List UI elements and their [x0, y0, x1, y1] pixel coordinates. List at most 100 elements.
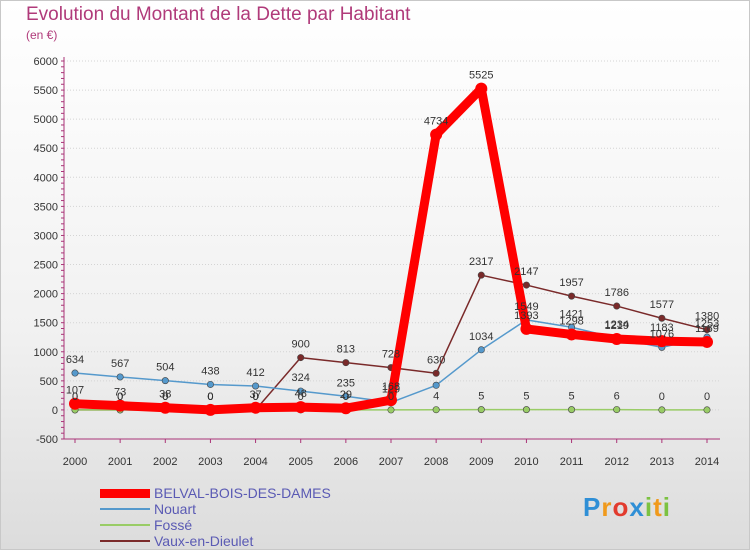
- legend-item-fosse: Fossé: [100, 517, 331, 533]
- data-label: 0: [388, 391, 394, 403]
- data-point: [477, 406, 485, 414]
- data-point: [71, 369, 79, 377]
- chart-title: Evolution du Montant de la Dette par Hab…: [26, 4, 411, 25]
- data-label: 1957: [559, 277, 583, 289]
- data-point: [613, 302, 621, 310]
- data-point: [520, 322, 533, 335]
- y-tick-label: 1000: [34, 347, 58, 359]
- data-label: 4: [433, 391, 439, 403]
- data-label: 5: [523, 391, 529, 403]
- data-label: 1393: [514, 310, 538, 322]
- data-label: 438: [201, 365, 219, 377]
- data-point: [701, 335, 713, 348]
- data-point: [159, 401, 172, 414]
- data-label: 1577: [650, 299, 674, 311]
- data-label: 0: [253, 391, 259, 403]
- x-tick-label: 2003: [198, 456, 222, 468]
- data-label: 1034: [469, 331, 493, 343]
- data-label-layer: 0 0 0 0 0 900 813 728 630 2317 2147 1957 1786 1577 138…: [66, 70, 719, 403]
- legend-label: BELVAL-BOIS-DES-DAMES: [154, 485, 331, 501]
- grid-layer: [64, 60, 720, 440]
- data-label: 0: [72, 391, 78, 403]
- y-tick-label: 1500: [34, 318, 58, 330]
- data-point: [430, 128, 443, 141]
- data-label: 107: [66, 385, 84, 397]
- data-point: [116, 373, 124, 381]
- data-point: [568, 406, 576, 414]
- data-label: 1169: [695, 323, 719, 335]
- data-label: 0: [72, 391, 78, 403]
- data-label: 0: [117, 391, 123, 403]
- data-label: 38: [159, 389, 171, 401]
- data-label: 1076: [650, 328, 674, 340]
- legend-swatch: [100, 524, 150, 526]
- data-label: 324: [292, 372, 310, 384]
- legend-label: Nouart: [154, 501, 197, 517]
- data-label: 0: [253, 391, 259, 403]
- data-label: 1786: [604, 287, 628, 299]
- data-point: [206, 380, 214, 388]
- x-tick-label: 2000: [63, 456, 87, 468]
- logo-letter: t: [653, 492, 663, 522]
- data-point: [568, 292, 576, 300]
- data-label: 29: [340, 389, 352, 401]
- data-point: [477, 346, 485, 354]
- legend-label: Vaux-en-Dieulet: [154, 533, 254, 549]
- data-point: [658, 314, 666, 322]
- data-label: 4734: [424, 116, 448, 128]
- data-point: [522, 406, 530, 414]
- y-tick-label: 6000: [34, 56, 58, 68]
- y-tick-label: 0: [52, 405, 58, 417]
- data-label: 0: [207, 391, 213, 403]
- data-point: [385, 394, 397, 407]
- data-label: 1298: [559, 315, 583, 327]
- data-point: [432, 406, 440, 414]
- data-label: 2147: [514, 266, 538, 278]
- data-label: 1219: [604, 320, 628, 332]
- y-tick-label: 4000: [34, 172, 58, 184]
- line-chart: -500050010001500200025003000350040004500…: [34, 56, 720, 468]
- logo-letter: i: [644, 492, 654, 522]
- data-label: 0: [659, 391, 665, 403]
- x-tick-label: 2005: [288, 456, 312, 468]
- data-label: 0: [298, 391, 304, 403]
- data-label: 2317: [469, 256, 493, 268]
- legend-item-vaux: Vaux-en-Dieulet: [100, 533, 331, 549]
- x-tick-label: 2010: [514, 456, 538, 468]
- legend-label: Fossé: [154, 517, 193, 533]
- data-label: 48: [295, 388, 307, 400]
- x-tick-label: 2011: [560, 456, 584, 468]
- data-label: 0: [704, 391, 710, 403]
- x-tick-label: 2012: [604, 456, 628, 468]
- data-label: 0: [162, 391, 168, 403]
- data-point: [342, 359, 350, 367]
- data-label: 0: [207, 391, 213, 403]
- y-tick-label: 5000: [34, 114, 58, 126]
- legend-swatch: [100, 488, 150, 498]
- data-point: [522, 281, 530, 289]
- data-label: 1421: [559, 308, 583, 320]
- data-label: 0: [162, 391, 168, 403]
- data-label: 5525: [469, 70, 493, 82]
- logo-letter: x: [629, 492, 645, 522]
- data-point: [432, 381, 440, 389]
- data-label: 630: [427, 354, 445, 366]
- x-tick-label: 2014: [695, 456, 719, 468]
- y-tick-label: 5500: [34, 85, 58, 97]
- x-tick-label: 2007: [379, 456, 403, 468]
- data-point: [342, 392, 350, 400]
- data-label: 168: [382, 381, 400, 393]
- data-point: [249, 401, 262, 414]
- x-tick-label: 2001: [108, 456, 132, 468]
- data-label: 1253: [695, 318, 719, 330]
- data-label: 1234: [604, 319, 628, 331]
- axis-layer: -500050010001500200025003000350040004500…: [34, 56, 720, 468]
- data-point: [387, 406, 395, 414]
- logo-letter: r: [601, 492, 613, 522]
- data-label: 728: [382, 349, 400, 361]
- y-tick-label: 3000: [34, 230, 58, 242]
- legend-swatch: [100, 540, 150, 542]
- y-tick-label: 4500: [34, 143, 58, 155]
- data-label: 0: [117, 391, 123, 403]
